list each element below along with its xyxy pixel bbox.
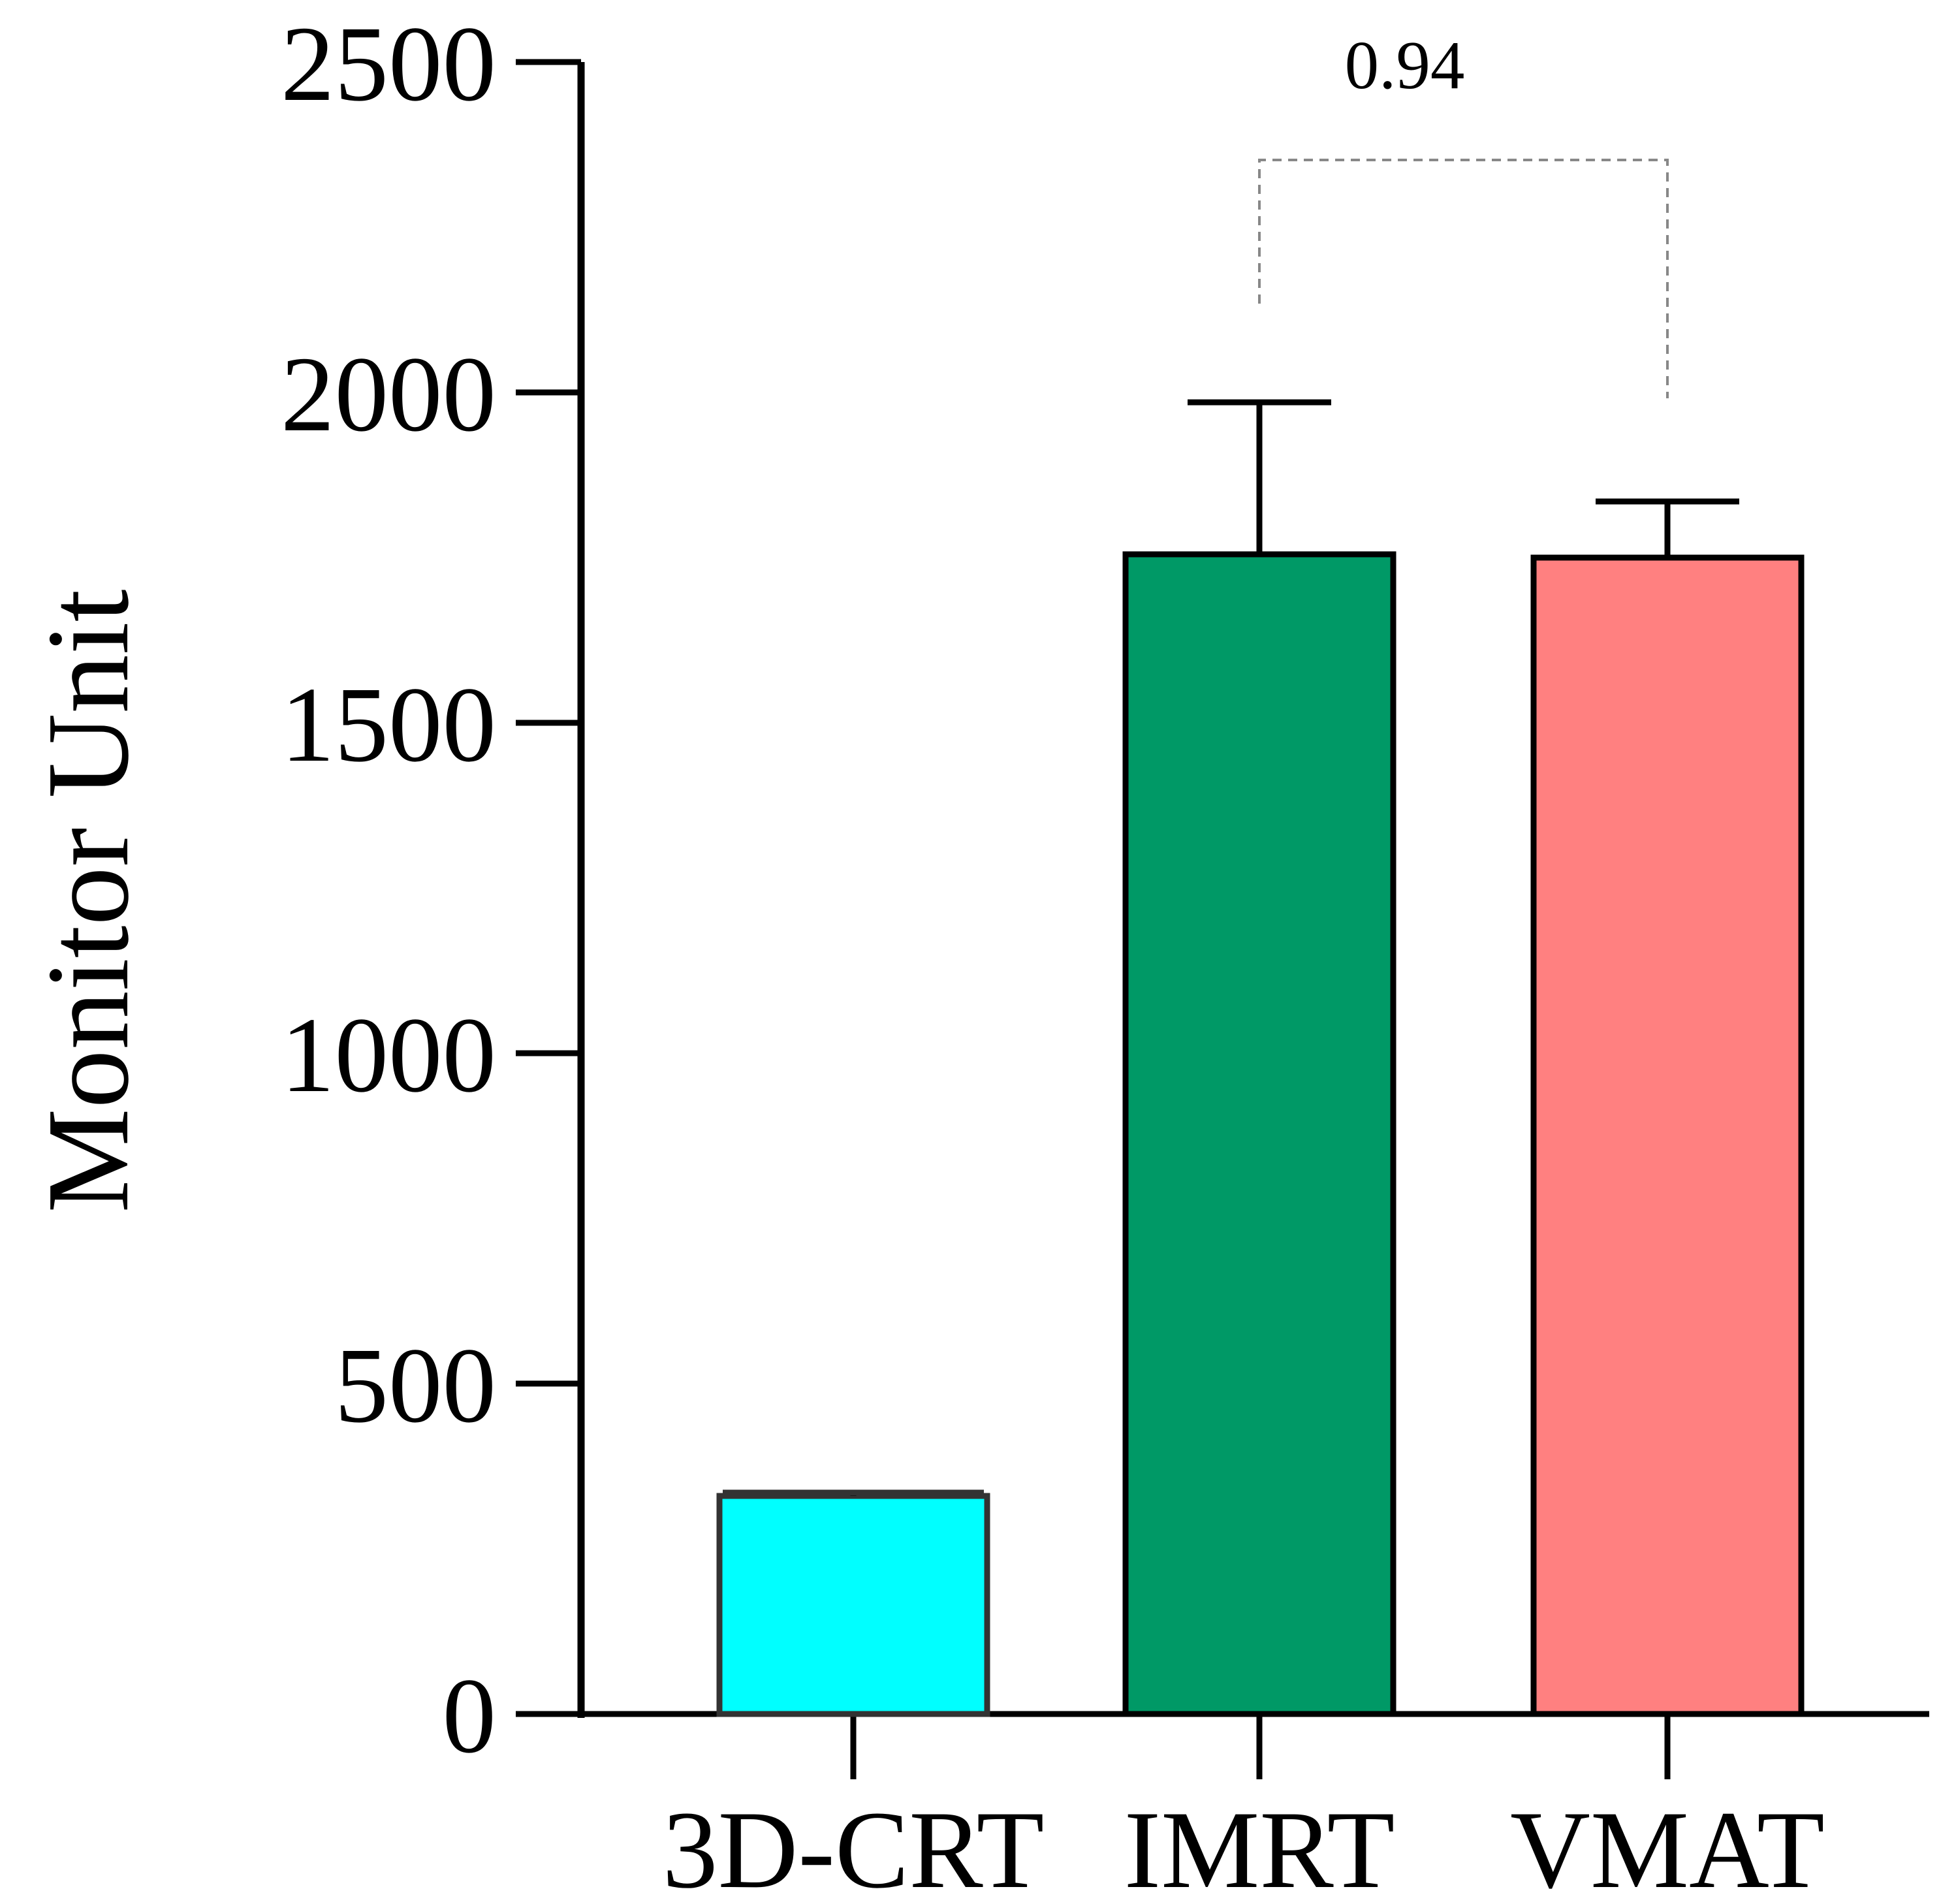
bar-3d-crt <box>716 1493 990 1717</box>
y-tick-label-1500: 1500 <box>281 665 496 784</box>
significance-label: 0.94 <box>1345 27 1465 103</box>
bar-imrt <box>1122 551 1396 1717</box>
y-tick-label-500: 500 <box>335 1325 497 1445</box>
y-tick-label-2500: 2500 <box>281 4 496 123</box>
bars <box>716 399 1805 1717</box>
y-tick-label-0: 0 <box>443 1656 497 1775</box>
x-tick-label-3d-crt: 3D-CRT <box>663 1788 1045 1904</box>
bar-vmat <box>1530 554 1805 1717</box>
x-tick-label-imrt: IMRT <box>1124 1788 1395 1904</box>
axes: 0 500 1000 1500 2000 2500 3D-CRT IMRT VMAT <box>281 4 1929 1904</box>
annotations: 0.94 <box>1258 27 1669 398</box>
y-tick-label-1000: 1000 <box>281 995 496 1115</box>
x-tick-label-vmat: VMAT <box>1510 1788 1825 1904</box>
significance-bracket <box>1258 159 1669 398</box>
y-axis-title: Monitor Unit <box>23 589 153 1213</box>
y-tick-label-2000: 2000 <box>281 334 496 454</box>
